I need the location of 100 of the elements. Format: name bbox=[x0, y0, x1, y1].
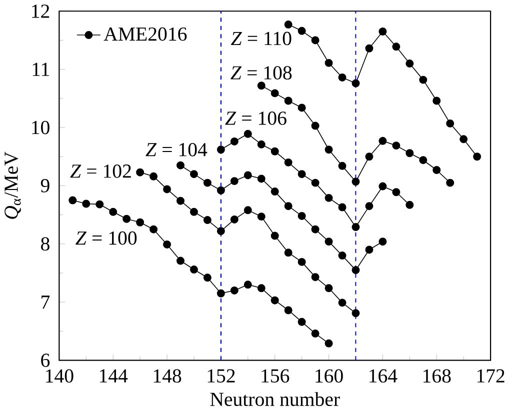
point bbox=[257, 212, 266, 221]
point bbox=[338, 74, 346, 82]
point bbox=[432, 96, 441, 105]
point bbox=[163, 240, 172, 249]
point bbox=[378, 28, 387, 36]
y-tick-label: 7 bbox=[42, 296, 50, 309]
point bbox=[311, 226, 320, 234]
x-tick-label: 164 bbox=[370, 369, 398, 383]
point bbox=[311, 122, 320, 130]
point bbox=[96, 200, 104, 209]
point bbox=[460, 135, 468, 144]
point bbox=[324, 340, 333, 348]
point bbox=[190, 170, 198, 178]
y-tick-label: 12 bbox=[32, 4, 50, 18]
point bbox=[378, 238, 387, 246]
point bbox=[216, 186, 225, 195]
point bbox=[311, 273, 320, 282]
point bbox=[244, 171, 252, 180]
point bbox=[352, 178, 360, 186]
point bbox=[68, 196, 77, 204]
y-tick-label: 8 bbox=[41, 237, 50, 251]
point bbox=[203, 216, 212, 224]
point bbox=[284, 20, 292, 29]
point bbox=[176, 162, 184, 170]
point bbox=[150, 172, 158, 181]
annotation: Z = 100 bbox=[76, 232, 137, 245]
y-tick-label: 6 bbox=[41, 354, 50, 368]
y-tick-label: 11 bbox=[32, 62, 49, 76]
point bbox=[338, 298, 346, 307]
point bbox=[298, 318, 306, 326]
point bbox=[270, 148, 279, 156]
point bbox=[216, 146, 225, 154]
point bbox=[365, 44, 374, 53]
point bbox=[419, 76, 428, 84]
point bbox=[270, 89, 279, 98]
y-tick-label: 10 bbox=[32, 121, 50, 134]
point bbox=[190, 208, 198, 216]
point bbox=[270, 296, 279, 305]
point bbox=[203, 274, 212, 282]
point bbox=[446, 120, 454, 128]
point bbox=[432, 166, 441, 174]
x-axis-title: Neutron number bbox=[210, 392, 340, 406]
x-tick-label: 168 bbox=[424, 369, 451, 383]
x-tick-label: 172 bbox=[477, 369, 504, 383]
point bbox=[284, 96, 292, 105]
point bbox=[163, 185, 172, 194]
point bbox=[230, 138, 238, 146]
point bbox=[230, 286, 238, 295]
point bbox=[298, 27, 306, 36]
point bbox=[473, 152, 482, 161]
point bbox=[298, 212, 306, 220]
point bbox=[284, 158, 292, 167]
point bbox=[82, 200, 90, 208]
point bbox=[311, 36, 320, 44]
point bbox=[324, 194, 333, 202]
legend-label: AME2016 bbox=[104, 28, 187, 41]
point bbox=[257, 174, 266, 183]
x-tick-label: 160 bbox=[316, 369, 343, 383]
y-tick-label: 9 bbox=[40, 179, 50, 193]
point bbox=[257, 140, 266, 149]
point bbox=[136, 168, 144, 177]
point bbox=[216, 227, 225, 236]
annotation: Z = 106 bbox=[225, 112, 286, 126]
point bbox=[284, 202, 292, 210]
point bbox=[392, 42, 400, 51]
point bbox=[190, 266, 198, 274]
point bbox=[324, 59, 333, 68]
point bbox=[406, 201, 414, 210]
annotation: Z = 108 bbox=[230, 66, 292, 80]
point bbox=[311, 330, 320, 338]
point bbox=[352, 223, 360, 232]
annotation: Z = 110 bbox=[230, 32, 292, 46]
point bbox=[352, 309, 360, 318]
point bbox=[324, 146, 333, 154]
point bbox=[176, 197, 184, 206]
x-tick-label: 152 bbox=[208, 369, 235, 383]
point bbox=[257, 82, 266, 90]
point bbox=[365, 202, 374, 210]
point bbox=[230, 216, 238, 224]
point bbox=[284, 306, 292, 314]
point bbox=[365, 152, 374, 161]
x-tick-label: 148 bbox=[154, 369, 182, 383]
point bbox=[122, 215, 131, 224]
point bbox=[419, 156, 428, 164]
point bbox=[338, 252, 346, 260]
point bbox=[257, 284, 266, 292]
annotation: Z = 102 bbox=[70, 164, 131, 178]
point bbox=[244, 280, 252, 289]
point bbox=[311, 179, 320, 187]
x-tick-label: 144 bbox=[100, 369, 128, 383]
point bbox=[109, 208, 118, 216]
point bbox=[378, 137, 387, 146]
point bbox=[176, 256, 184, 265]
point bbox=[446, 179, 454, 187]
annotation: Z = 104 bbox=[146, 143, 208, 157]
point bbox=[244, 130, 252, 138]
point bbox=[136, 218, 144, 227]
point bbox=[392, 188, 400, 196]
point bbox=[298, 104, 306, 112]
point bbox=[150, 226, 158, 234]
